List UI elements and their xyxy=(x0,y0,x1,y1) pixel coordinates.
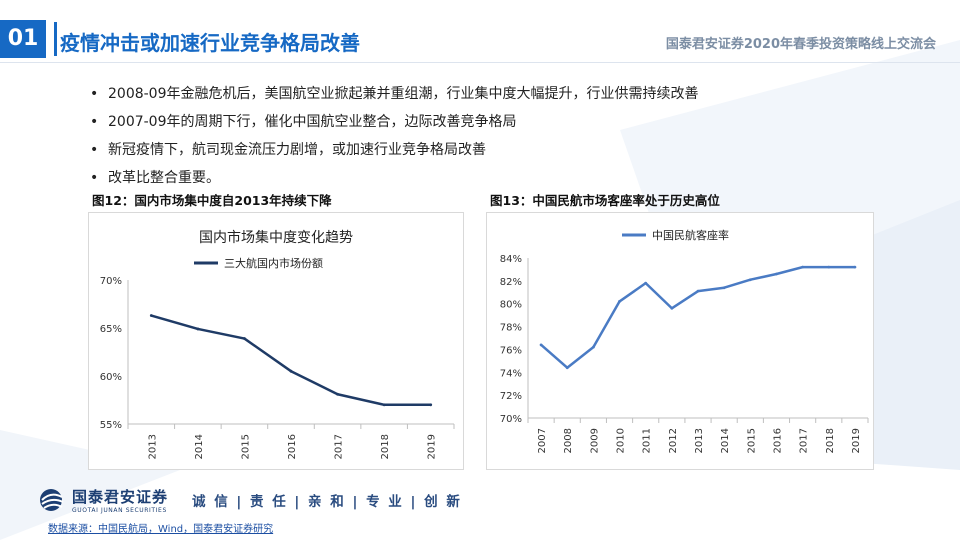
chart-frame xyxy=(88,212,464,470)
data-point xyxy=(670,306,674,310)
legend-label: 三大航国内市场份额 xyxy=(224,256,323,270)
x-tick-label: 2012 xyxy=(668,428,679,453)
data-point xyxy=(336,392,339,396)
data-point xyxy=(775,272,778,276)
chart-market-concentration: 国内市场集中度变化趋势 三大航国内市场份额 70% 65% 60% 55% 2013 2014… xyxy=(88,212,464,470)
data-point xyxy=(853,265,857,269)
bullet-item: • 2007-09年的周期下行，催化中国航空业整合，边际改善竞争格局 xyxy=(90,108,699,136)
bullet-text: 新冠疫情下，航司现金流压力剧增，或加速行业竞争格局改善 xyxy=(108,142,486,158)
x-tick-label: 2015 xyxy=(746,428,757,453)
x-tick-label: 2019 xyxy=(427,434,438,459)
x-tick-label: 2015 xyxy=(240,434,251,459)
bullet-dot: • xyxy=(90,170,99,186)
data-point xyxy=(196,327,200,331)
x-tick-label: 2019 xyxy=(851,428,862,453)
y-tick-label: 78% xyxy=(500,323,522,334)
x-tick-label: 2014 xyxy=(720,428,731,453)
company-name-en: GUOTAI JUNAN SECURITIES xyxy=(72,507,167,514)
data-point xyxy=(696,289,700,293)
x-tick-label: 2018 xyxy=(825,428,836,453)
bullet-item: • 2008-09年金融危机后，美国航空业掀起兼并重组潮，行业集中度大幅提升，行业… xyxy=(90,80,699,108)
figure-12-caption: 图12：国内市场集中度自2013年持续下降 xyxy=(92,193,332,208)
data-point xyxy=(644,281,648,285)
data-point xyxy=(429,403,433,407)
x-tick-label: 2013 xyxy=(694,428,705,453)
data-point xyxy=(827,265,831,269)
bullet-dot: • xyxy=(90,114,99,130)
data-point xyxy=(801,265,805,269)
y-tick-label: 70% xyxy=(100,276,122,287)
data-point xyxy=(243,337,246,340)
x-tick-label: 2010 xyxy=(616,428,627,453)
bullet-item: • 新冠疫情下，航司现金流压力剧增，或加速行业竞争格局改善 xyxy=(90,136,699,164)
y-tick-label: 55% xyxy=(100,420,122,431)
bullet-text: 2008-09年金融危机后，美国航空业掀起兼并重组潮，行业集中度大幅提升，行业供… xyxy=(108,86,699,102)
company-logo: 国泰君安证券 GUOTAI JUNAN SECURITIES xyxy=(38,486,168,514)
bullet-list: • 2008-09年金融危机后，美国航空业掀起兼并重组潮，行业集中度大幅提升，行业… xyxy=(90,80,699,192)
x-tick-label: 2007 xyxy=(537,428,548,453)
data-point xyxy=(382,403,386,407)
data-point xyxy=(289,369,293,373)
x-tick-label: 2017 xyxy=(334,434,345,459)
x-tick-label: 2014 xyxy=(194,434,205,459)
slide-number-badge: 01 xyxy=(0,20,46,58)
company-name-cn: 国泰君安证券 xyxy=(72,488,169,506)
x-tick-label: 2017 xyxy=(799,428,810,453)
data-point xyxy=(618,300,621,303)
x-tick-label: 2016 xyxy=(772,428,783,453)
x-tick-label: 2016 xyxy=(287,434,298,459)
figure-13-caption: 图13：中国民航市场客座率处于历史高位 xyxy=(490,193,720,208)
page-title: 疫情冲击或加速行业竞争格局改善 xyxy=(60,31,360,55)
x-tick-label: 2013 xyxy=(147,434,158,459)
data-point xyxy=(591,345,595,349)
logo-icon xyxy=(40,489,64,511)
header-rule xyxy=(0,62,960,63)
data-point xyxy=(722,286,726,290)
chart-frame xyxy=(486,212,874,470)
bullet-text: 2007-09年的周期下行，催化中国航空业整合，边际改善竞争格局 xyxy=(108,114,517,130)
y-tick-label: 82% xyxy=(500,277,522,288)
x-tick-label: 2011 xyxy=(642,428,653,453)
x-tick-label: 2008 xyxy=(563,428,574,453)
y-tick-label: 60% xyxy=(100,372,122,383)
chart-load-factor-svg: 中国民航客座率 84% 82% 80% 78% 76% 74% 72% 70% 2007 2008 2… xyxy=(486,212,874,470)
y-tick-label: 65% xyxy=(100,324,122,335)
company-slogan: 诚 信 | 责 任 | 亲 和 | 专 业 | 创 新 xyxy=(192,494,462,510)
bullet-item: • 改革比整合重要。 xyxy=(90,164,699,192)
y-tick-label: 74% xyxy=(500,368,522,379)
y-tick-label: 80% xyxy=(500,300,522,311)
chart-title: 国内市场集中度变化趋势 xyxy=(199,229,353,246)
y-tick-label: 76% xyxy=(500,345,522,356)
data-point xyxy=(149,314,153,317)
y-tick-label: 72% xyxy=(500,391,522,402)
y-tick-label: 84% xyxy=(500,254,522,265)
x-tick-label: 2009 xyxy=(589,428,600,453)
bullet-dot: • xyxy=(90,86,99,102)
data-source-note: 数据来源：中国民航局，Wind，国泰君安证券研究 xyxy=(48,524,274,535)
x-tick-label: 2018 xyxy=(380,434,391,459)
event-name: 国泰君安证券2020年春季投资策略线上交流会 xyxy=(665,37,936,52)
data-point xyxy=(748,278,752,282)
chart-load-factor: 中国民航客座率 84% 82% 80% 78% 76% 74% 72% 70% 2007 2008 2… xyxy=(486,212,874,470)
legend-label: 中国民航客座率 xyxy=(652,228,729,242)
title-divider xyxy=(54,22,57,56)
data-point xyxy=(539,343,543,347)
y-tick-label: 70% xyxy=(500,414,522,425)
bullet-dot: • xyxy=(90,142,99,158)
data-point xyxy=(565,366,569,370)
bullet-text: 改革比整合重要。 xyxy=(108,170,220,186)
